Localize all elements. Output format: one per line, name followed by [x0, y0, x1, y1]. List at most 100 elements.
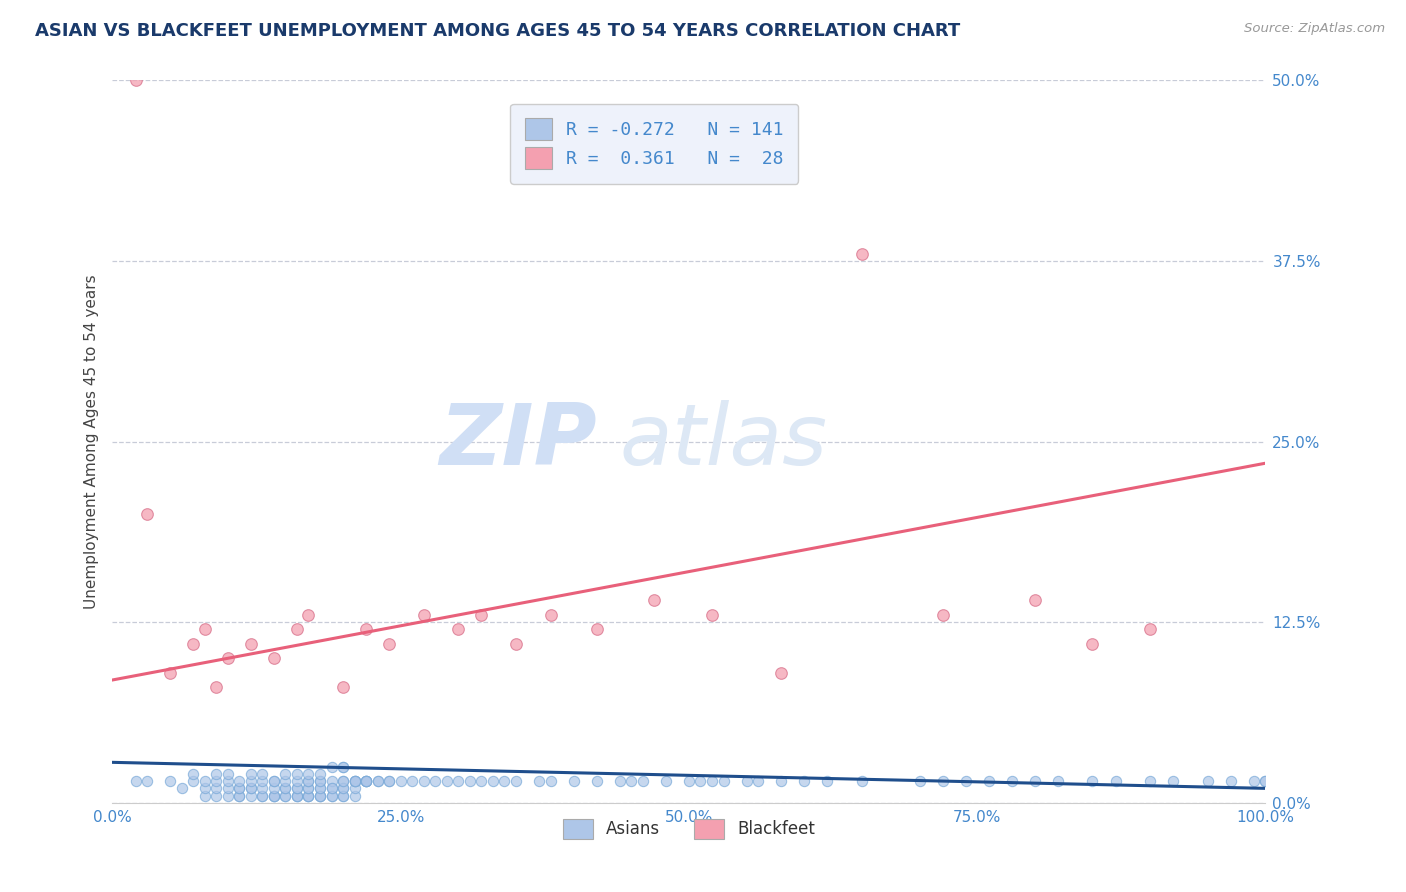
Point [332, 789, 354, 803]
Point [678, 774, 700, 789]
Point [309, 781, 332, 796]
Point [194, 623, 217, 637]
Point [309, 767, 332, 781]
Point [447, 623, 470, 637]
Point [136, 774, 159, 789]
Point [527, 774, 550, 789]
Point [263, 774, 285, 789]
Text: ASIAN VS BLACKFEET UNEMPLOYMENT AMONG AGES 45 TO 54 YEARS CORRELATION CHART: ASIAN VS BLACKFEET UNEMPLOYMENT AMONG AG… [35, 22, 960, 40]
Point [205, 774, 228, 789]
Point [217, 789, 239, 803]
Point [354, 774, 377, 789]
Point [297, 607, 319, 622]
Point [401, 774, 423, 789]
Point [425, 774, 447, 789]
Point [609, 774, 631, 789]
Point [643, 593, 665, 607]
Text: atlas: atlas [620, 400, 828, 483]
Point [655, 774, 678, 789]
Point [274, 781, 297, 796]
Point [354, 774, 377, 789]
Point [263, 774, 285, 789]
Point [367, 774, 389, 789]
Point [332, 789, 354, 803]
Point [239, 767, 262, 781]
Point [343, 774, 366, 789]
Point [252, 767, 274, 781]
Point [285, 774, 308, 789]
Point [194, 774, 217, 789]
Point [285, 789, 308, 803]
Point [1046, 774, 1069, 789]
Point [297, 789, 319, 803]
Point [309, 774, 332, 789]
Point [793, 774, 815, 789]
Point [332, 774, 354, 789]
Point [378, 637, 401, 651]
Point [713, 774, 735, 789]
Point [228, 789, 250, 803]
Point [332, 760, 354, 774]
Point [562, 774, 585, 789]
Point [378, 774, 401, 789]
Point [540, 774, 562, 789]
Point [1001, 774, 1024, 789]
Point [470, 774, 492, 789]
Point [1081, 774, 1104, 789]
Point [321, 774, 343, 789]
Point [170, 781, 193, 796]
Point [263, 789, 285, 803]
Point [285, 789, 308, 803]
Point [205, 680, 228, 694]
Point [354, 774, 377, 789]
Point [631, 774, 654, 789]
Point [977, 774, 1000, 789]
Point [181, 637, 204, 651]
Point [309, 774, 332, 789]
Point [274, 774, 297, 789]
Point [412, 607, 434, 622]
Point [354, 623, 377, 637]
Point [285, 781, 308, 796]
Point [1254, 774, 1277, 789]
Point [252, 774, 274, 789]
Point [735, 774, 758, 789]
Point [297, 767, 319, 781]
Point [274, 767, 297, 781]
Point [309, 789, 332, 803]
Point [321, 781, 343, 796]
Point [770, 774, 793, 789]
Point [770, 665, 793, 680]
Point [1081, 637, 1104, 651]
Point [540, 607, 562, 622]
Point [700, 607, 723, 622]
Point [217, 651, 239, 665]
Text: ZIP: ZIP [439, 400, 596, 483]
Point [217, 774, 239, 789]
Point [274, 789, 297, 803]
Point [585, 774, 607, 789]
Point [343, 774, 366, 789]
Point [458, 774, 481, 789]
Point [332, 680, 354, 694]
Point [343, 789, 366, 803]
Point [124, 774, 146, 789]
Point [321, 760, 343, 774]
Point [274, 781, 297, 796]
Point [285, 623, 308, 637]
Point [205, 789, 228, 803]
Point [908, 774, 931, 789]
Point [263, 789, 285, 803]
Point [239, 774, 262, 789]
Point [494, 774, 516, 789]
Point [239, 781, 262, 796]
Y-axis label: Unemployment Among Ages 45 to 54 years: Unemployment Among Ages 45 to 54 years [83, 274, 98, 609]
Point [332, 774, 354, 789]
Point [815, 774, 838, 789]
Point [851, 246, 873, 260]
Point [309, 781, 332, 796]
Point [482, 774, 505, 789]
Point [1139, 774, 1161, 789]
Point [136, 507, 159, 521]
Point [321, 789, 343, 803]
